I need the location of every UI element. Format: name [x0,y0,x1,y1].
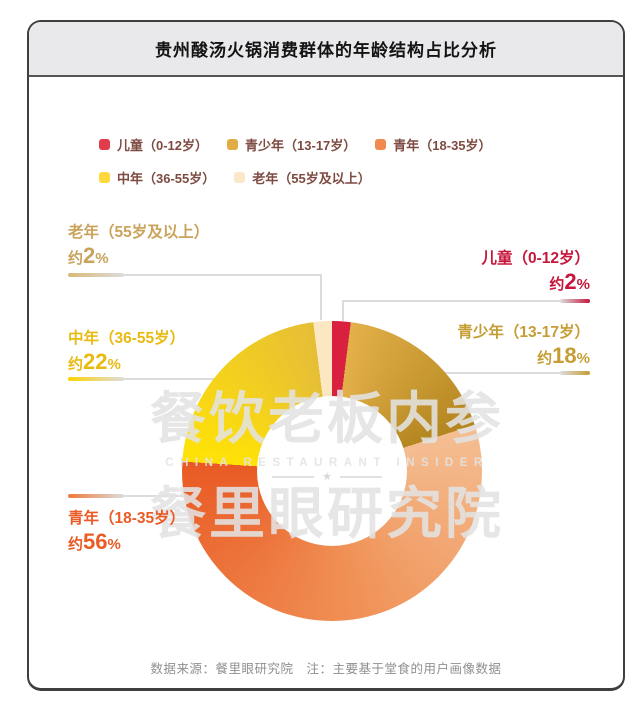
leader-line-elderly [68,274,322,276]
legend-swatch-middle-age-icon [99,171,110,183]
legend-swatch-children-icon [99,138,110,150]
leader-tip-middle-age [68,377,124,381]
page-title: 贵州酸汤火锅消费群体的年龄结构占比分析 [155,41,497,60]
legend-label: 老年（55岁及以上） [252,170,371,186]
legend-label: 儿童（0-12岁） [117,137,209,153]
callout-number: 56 [83,529,108,554]
leader-tip-youth [68,494,124,498]
callout-number: 2 [564,269,577,294]
leader-line-teen [439,372,590,374]
chart-card: 贵州酸汤火锅消费群体的年龄结构占比分析 儿童（0-12岁） 青少年（13-17岁… [27,20,625,691]
legend-label: 青年（18-35岁） [393,137,492,153]
leader-line-middle-age [68,378,220,380]
donut-chart [182,321,482,621]
legend-item-youth: 青年（18-35岁） [375,134,492,154]
callout-middle-age: 中年（36-55岁） 约22% [68,328,185,378]
legend-item-elderly: 老年（55岁及以上） [234,167,371,187]
legend-item-children: 儿童（0-12岁） [99,134,208,154]
leader-tip-children [560,299,590,303]
callout-teen: 青少年（13-17岁） 约18% [457,322,590,372]
callout-elderly: 老年（55岁及以上） 约2% [68,222,209,272]
callout-label: 老年（55岁及以上） [68,224,210,241]
callout-youth: 青年（18-35岁） 约56% [68,508,185,558]
callout-label: 青年（18-35岁） [68,510,186,527]
callout-label: 中年（36-55岁） [68,330,186,347]
callout-number: 22 [83,349,108,374]
callout-children: 儿童（0-12岁） 约2% [481,248,590,298]
leader-line-children-vertical [342,300,344,321]
callout-label: 儿童（0-12岁） [481,250,590,267]
callout-value: 约22% [68,349,121,374]
card-header: 贵州酸汤火锅消费群体的年龄结构占比分析 [29,22,623,77]
legend-item-middle-age: 中年（36-55岁） [99,167,215,187]
callout-number: 2 [83,243,96,268]
callout-label: 青少年（13-17岁） [457,324,590,341]
legend-label: 中年（36-55岁） [117,170,216,186]
legend-swatch-teen-icon [227,138,239,150]
callout-value: 约56% [68,529,121,554]
callout-value: 约18% [537,343,590,368]
legend-label: 青少年（13-17岁） [245,137,357,153]
legend-item-teen: 青少年（13-17岁） [227,134,356,154]
callout-number: 18 [552,343,577,368]
callout-value: 约2% [68,243,109,268]
legend-swatch-elderly-icon [234,171,246,183]
leader-line-children [342,300,590,302]
leader-line-elderly-vertical [320,274,322,320]
callout-value: 约2% [549,269,590,294]
chart-legend: 儿童（0-12岁） 青少年（13-17岁） 青年（18-35岁） 中年（36-5… [99,134,599,187]
leader-tip-elderly [68,273,124,277]
source-note: 数据来源：餐里眼研究院 注：主要基于堂食的用户画像数据 [150,662,502,676]
leader-line-youth [68,495,188,497]
legend-swatch-youth-icon [375,138,387,150]
leader-tip-teen [560,371,590,375]
